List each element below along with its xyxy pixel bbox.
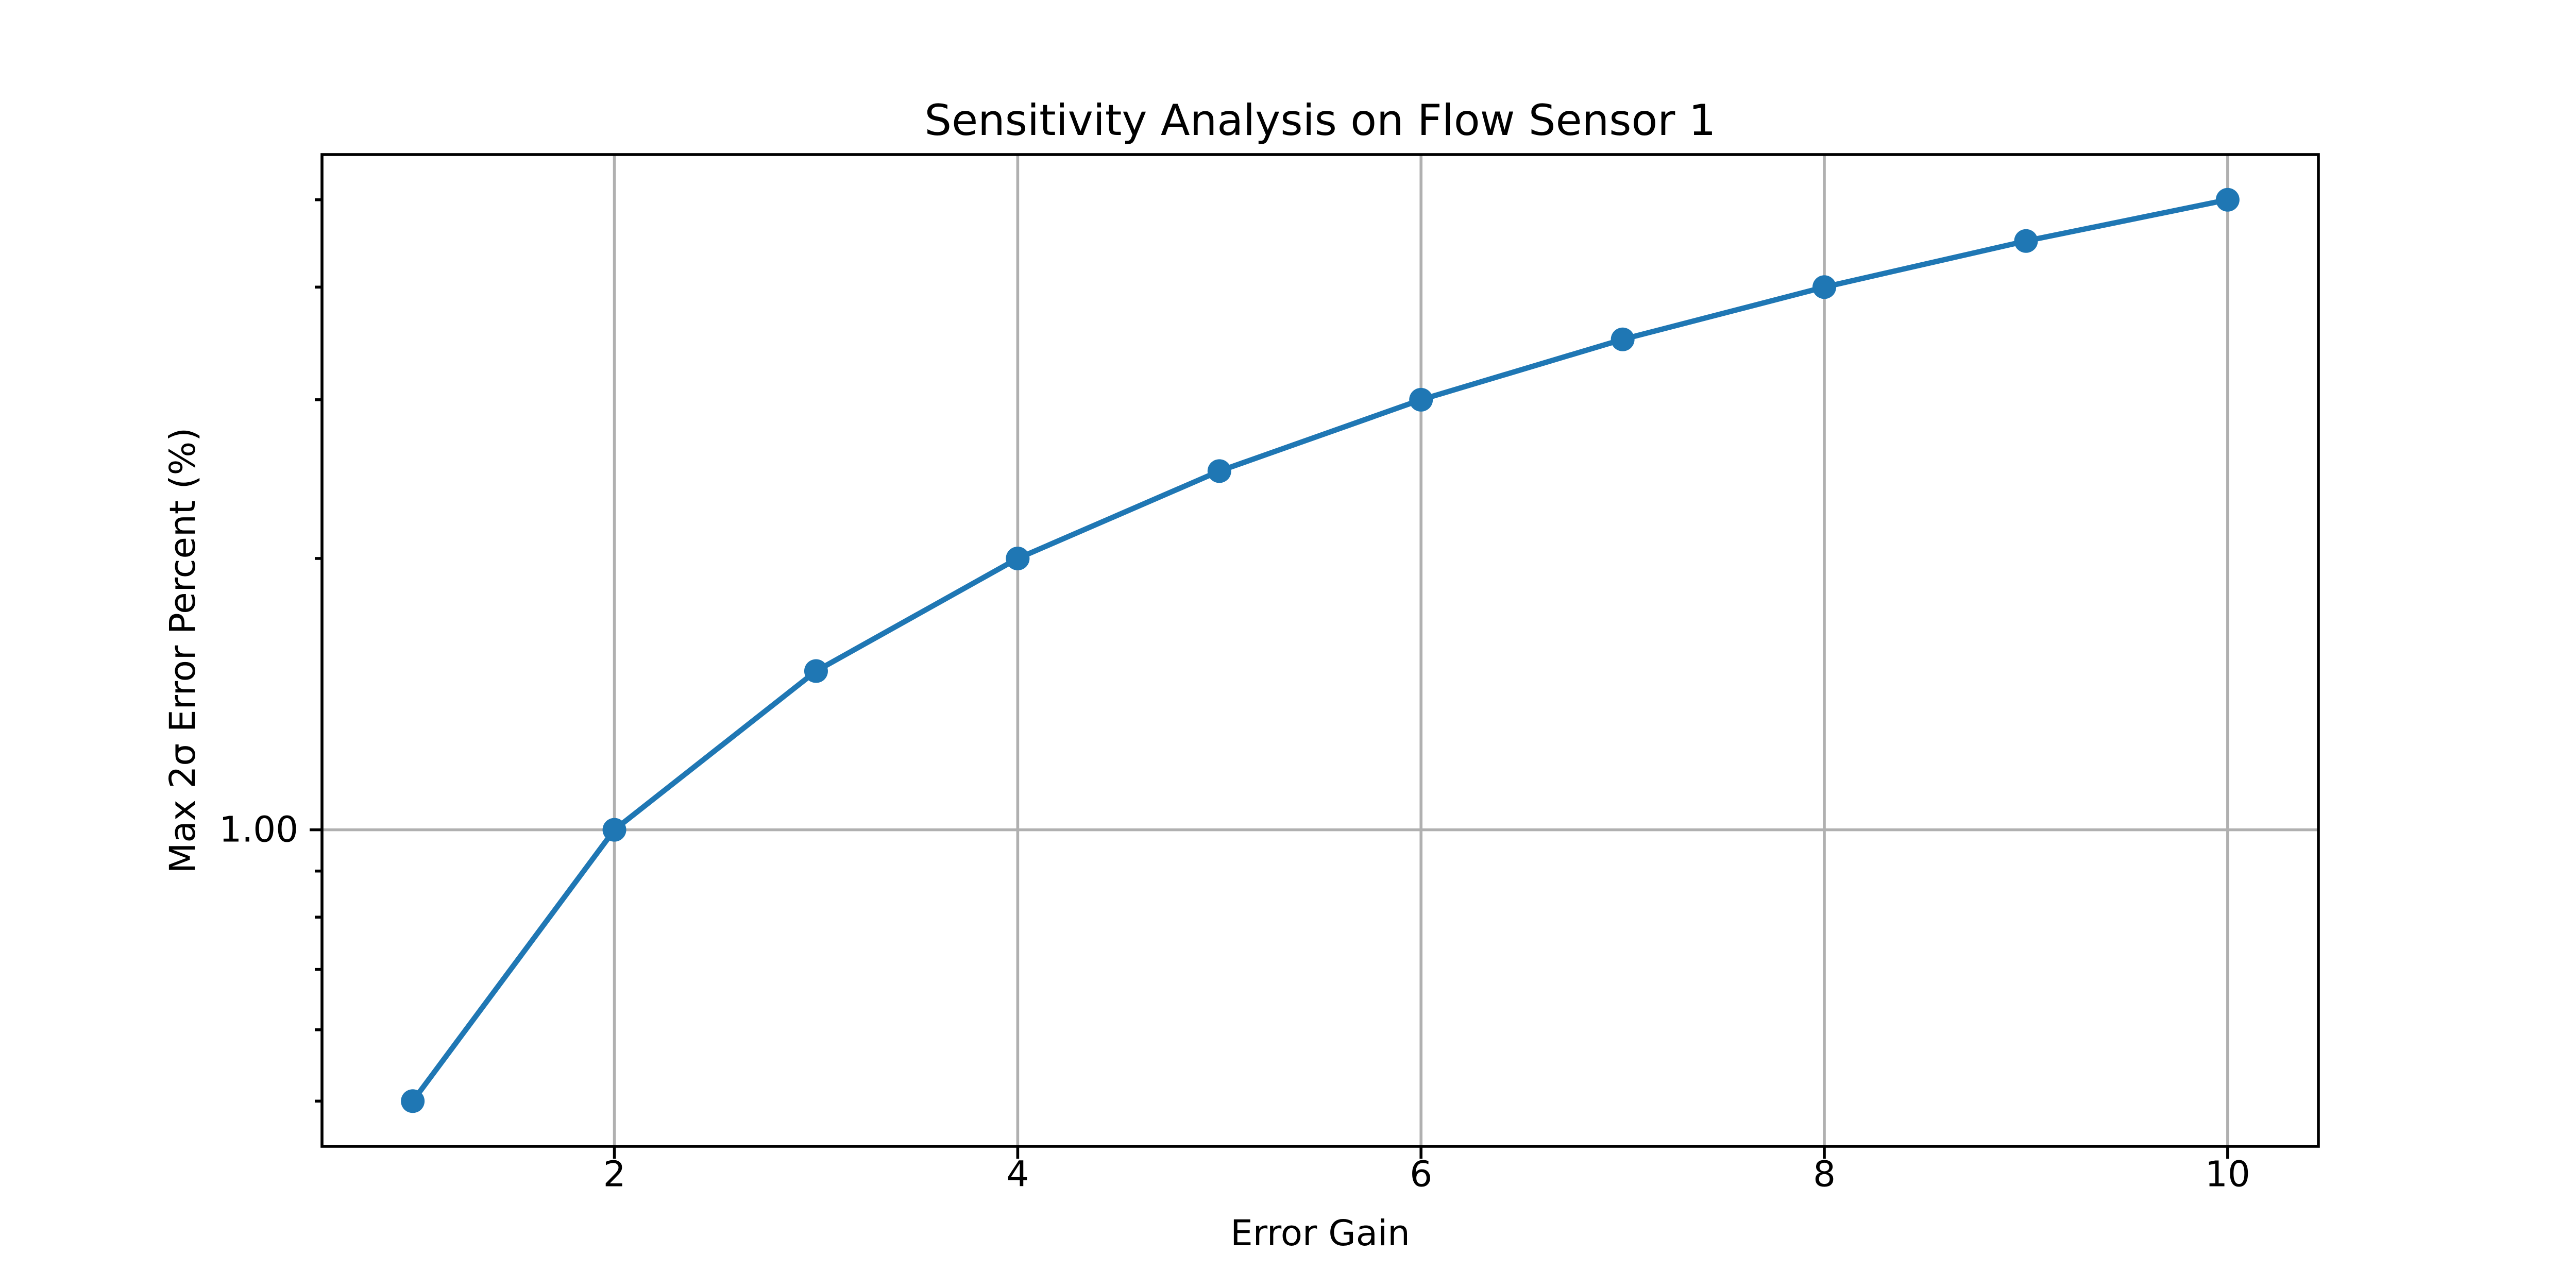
x-tick-label: 2 [603,1154,626,1195]
data-series-layer [401,188,2240,1113]
data-point-marker [2215,188,2240,212]
axis-tick-marks [310,198,2229,1159]
data-point-marker [602,818,626,842]
x-tick-label: 8 [1813,1154,1836,1195]
x-tick-label: 4 [1006,1154,1029,1195]
data-point-marker [1409,387,1433,412]
gridlines [322,155,2318,1146]
chart-title: Sensitivity Analysis on Flow Sensor 1 [924,95,1716,145]
axis-tick-labels: 2 4 6 8 10 1.00 [219,809,2250,1195]
plot-area [322,155,2318,1146]
data-point-marker [1611,327,1635,351]
y-axis-label: Max 2σ Error Percent (%) [162,428,204,873]
x-tick-label: 6 [1410,1154,1432,1195]
data-point-marker [1207,459,1231,483]
x-tick-label: 10 [2205,1154,2250,1195]
data-line [410,197,2231,1104]
data-point-marker [401,1089,425,1113]
plot-border-spines [320,153,2320,1148]
x-axis-label: Error Gain [1230,1213,1410,1254]
y-tick-label: 1.00 [219,809,298,851]
data-point-marker [804,659,828,683]
data-point-marker [2014,229,2038,253]
data-point-marker [1006,546,1030,570]
data-point-marker [1812,275,1837,299]
